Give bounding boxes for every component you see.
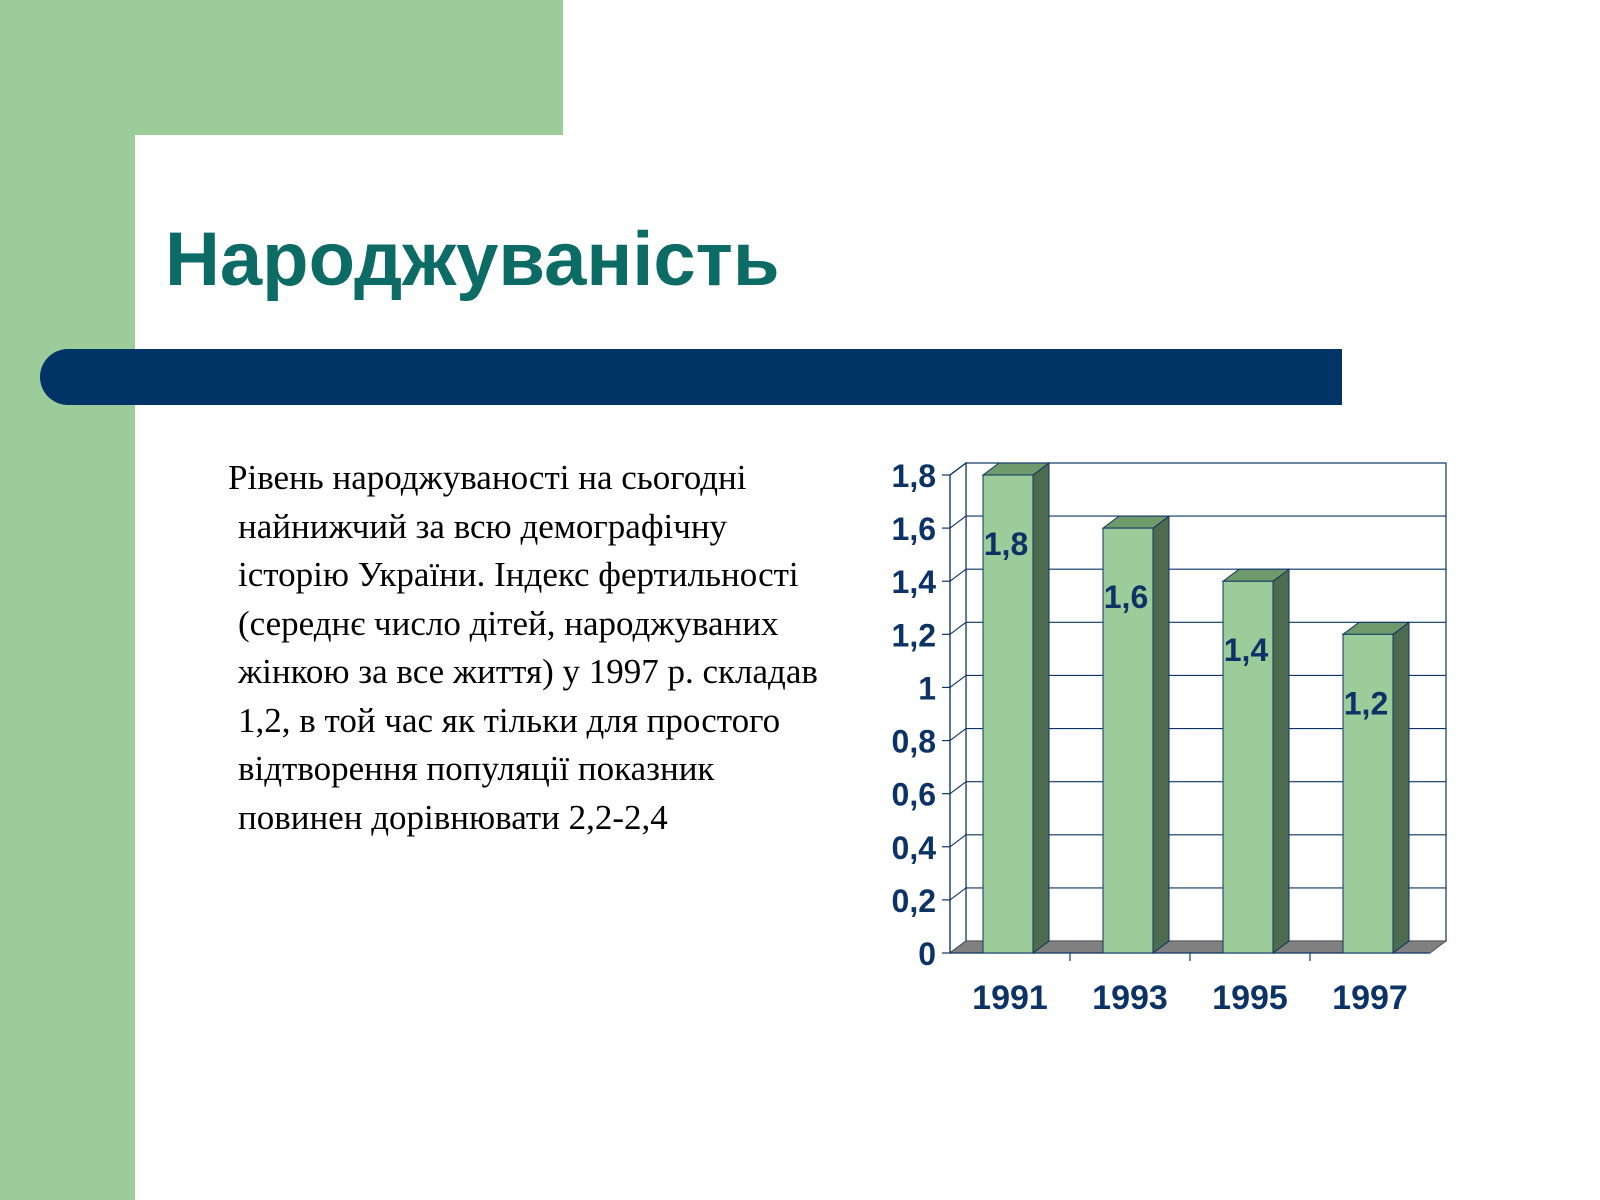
y-tick-label: 0,2 <box>892 883 936 919</box>
chart-side-wall <box>949 461 967 955</box>
y-tick-label: 0 <box>918 936 936 972</box>
fertility-bar-chart: 0 0,2 0,4 0,6 0,8 1 1,2 1,4 1,6 1,8 1,8 1991 1,6 1993… <box>892 458 1448 1017</box>
bar-side-1995 <box>1272 568 1290 954</box>
y-tick-label: 1,4 <box>892 564 937 600</box>
body-paragraph: Рівень народжуваності на сьогодні найниж… <box>228 458 818 837</box>
bar-side-1993 <box>1152 515 1170 954</box>
bar-1997 <box>1342 633 1394 954</box>
y-tick-label: 1,8 <box>892 458 936 494</box>
gridline <box>949 462 1446 476</box>
data-label-1995: 1,4 <box>1224 632 1269 668</box>
bar-1991 <box>982 474 1034 954</box>
x-tick-label-1997: 1997 <box>1332 979 1408 1017</box>
bar-side-1997 <box>1392 621 1410 954</box>
y-tick-label: 1,2 <box>892 617 936 653</box>
data-label-1993: 1,6 <box>1104 579 1148 615</box>
slide-title: Народжуваність <box>165 217 780 302</box>
y-tick-label: 1 <box>918 670 936 706</box>
data-label-1991: 1,8 <box>984 526 1028 562</box>
bar-side-1991 <box>1032 462 1050 954</box>
x-tick-label-1995: 1995 <box>1212 979 1288 1017</box>
panel-rounded-corner <box>135 135 215 215</box>
gridline <box>949 515 1446 529</box>
y-tick-label: 0,6 <box>892 777 936 813</box>
x-tick-label-1991: 1991 <box>972 979 1048 1017</box>
data-label-1997: 1,2 <box>1344 685 1388 721</box>
y-tick-label: 1,6 <box>892 511 936 547</box>
bar-1995 <box>1222 580 1274 954</box>
y-tick-label: 0,8 <box>892 724 936 760</box>
y-tick-label: 0,4 <box>892 830 937 866</box>
title-divider-bar <box>40 349 1342 405</box>
bar-1993 <box>1102 527 1154 954</box>
x-tick-label-1993: 1993 <box>1092 979 1168 1017</box>
green-left-panel <box>0 0 135 1200</box>
